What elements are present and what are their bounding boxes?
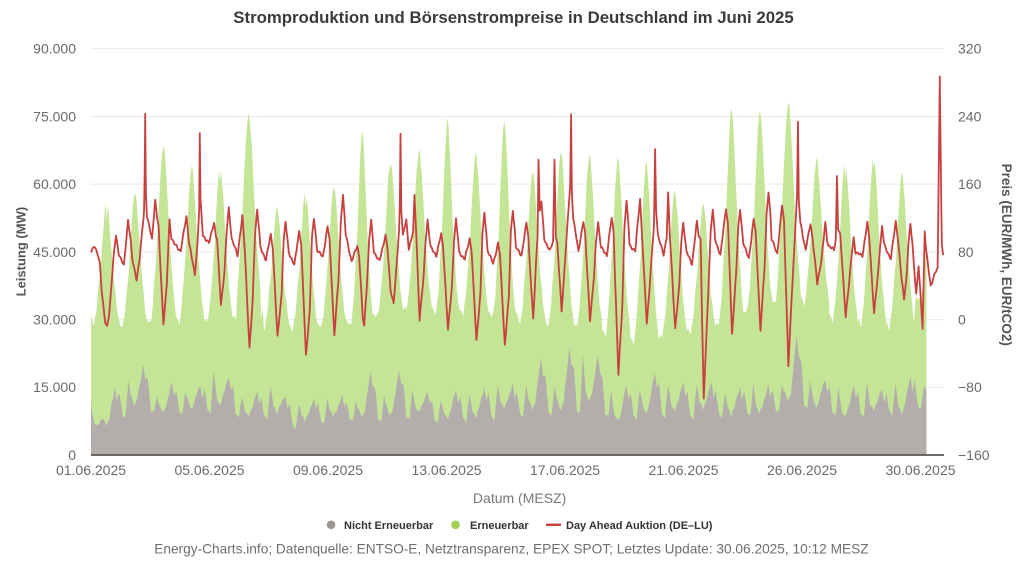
svg-text:80: 80 [958,244,974,260]
svg-text:−80: −80 [958,379,982,395]
svg-text:01.06.2025: 01.06.2025 [56,462,126,478]
svg-text:Energy-Charts.info; Datenquell: Energy-Charts.info; Datenquelle: ENTSO-E… [154,542,868,557]
svg-text:09.06.2025: 09.06.2025 [293,462,363,478]
svg-text:60.000: 60.000 [33,176,76,192]
svg-text:Leistung (MW): Leistung (MW) [14,207,29,297]
svg-text:26.06.2025: 26.06.2025 [767,462,837,478]
svg-text:0: 0 [68,447,76,463]
svg-text:75.000: 75.000 [33,108,76,124]
svg-text:Preis (EUR/MWh, EUR/tCO2): Preis (EUR/MWh, EUR/tCO2) [999,164,1014,346]
svg-text:−160: −160 [958,447,990,463]
svg-text:320: 320 [958,41,982,57]
svg-text:Nicht Erneuerbar: Nicht Erneuerbar [344,520,434,532]
svg-text:160: 160 [958,176,982,192]
svg-text:90.000: 90.000 [33,41,76,57]
svg-text:Datum (MESZ): Datum (MESZ) [473,490,566,506]
svg-text:21.06.2025: 21.06.2025 [648,462,718,478]
svg-text:45.000: 45.000 [33,244,76,260]
svg-text:15.000: 15.000 [33,379,76,395]
svg-text:13.06.2025: 13.06.2025 [411,462,481,478]
svg-text:17.06.2025: 17.06.2025 [530,462,600,478]
svg-text:30.06.2025: 30.06.2025 [885,462,955,478]
svg-text:30.000: 30.000 [33,312,76,328]
svg-text:240: 240 [958,108,982,124]
svg-text:Erneuerbar: Erneuerbar [470,520,529,532]
svg-text:0: 0 [958,312,966,328]
svg-text:05.06.2025: 05.06.2025 [174,462,244,478]
svg-text:Day Ahead Auktion (DE–LU): Day Ahead Auktion (DE–LU) [566,520,713,532]
svg-text:Stromproduktion und Börsenstro: Stromproduktion und Börsenstrompreise in… [233,8,793,27]
